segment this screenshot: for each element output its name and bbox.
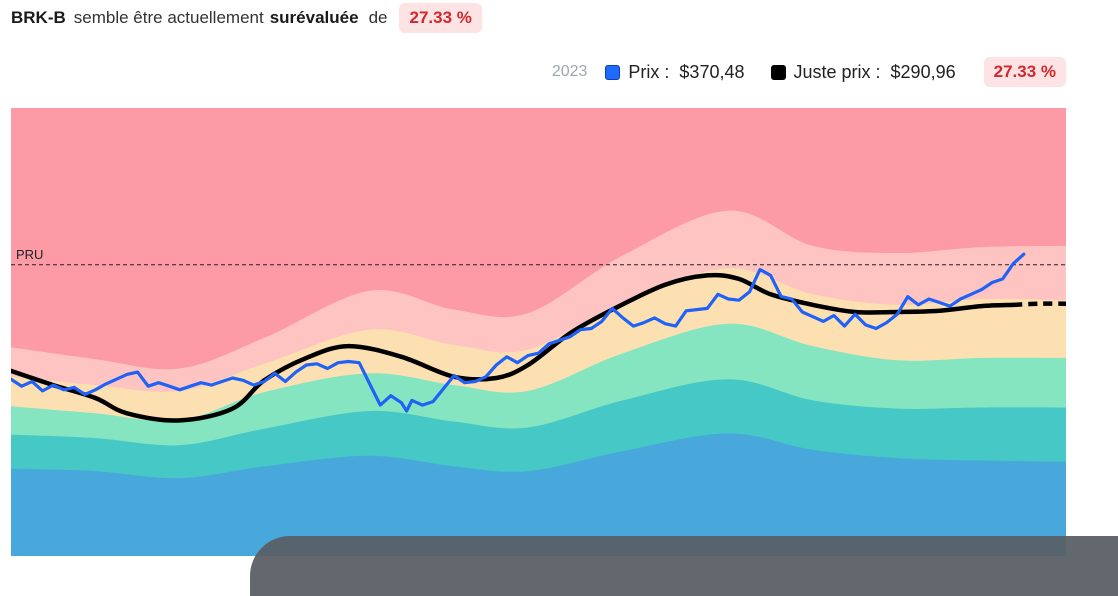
chart-legend: 2023 Prix : $370,48 Juste prix : $290,96… xyxy=(552,57,1066,87)
fair-price-projection-line xyxy=(1013,301,1066,308)
price-line xyxy=(11,252,1026,413)
overvaluation-badge: 27.33 % xyxy=(399,3,482,33)
headline-connector: de xyxy=(368,8,388,27)
legend-price-label: Prix : xyxy=(628,61,670,82)
bottom-overlay-panel xyxy=(250,536,1118,596)
reference-line-label: PRU xyxy=(16,247,43,262)
valuation-chart[interactable]: PRU xyxy=(11,108,1066,556)
fair-price-swatch-icon xyxy=(770,64,786,80)
legend-price-value: $370,48 xyxy=(679,61,745,82)
legend-percent-badge: 27.33 % xyxy=(983,57,1066,87)
fair-price-line xyxy=(11,272,1016,423)
price-swatch-icon xyxy=(605,64,621,80)
valuation-status: surévaluée xyxy=(269,8,359,27)
legend-fair-label: Juste prix : xyxy=(793,61,881,82)
valuation-band_6 xyxy=(11,433,1066,556)
legend-fair-value: $290,96 xyxy=(890,61,956,82)
headline-text: semble être actuellement xyxy=(73,8,264,27)
ticker-symbol: BRK-B xyxy=(11,8,66,27)
legend-year: 2023 xyxy=(551,63,588,80)
valuation-headline: BRK-B semble être actuellement surévalué… xyxy=(11,3,482,33)
valuation-chart-svg: PRU xyxy=(11,108,1066,556)
